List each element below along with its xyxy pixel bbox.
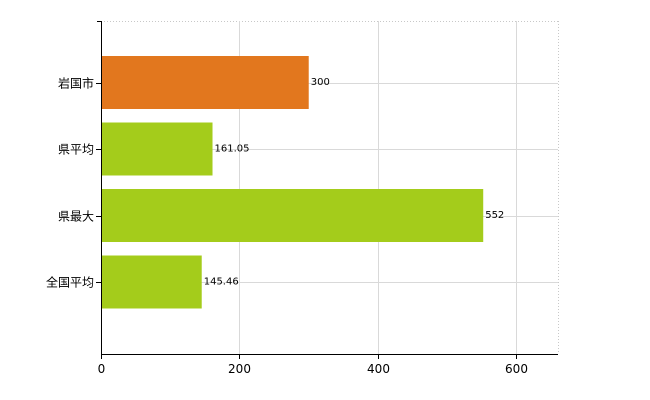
value-label-2: 552 xyxy=(485,210,504,221)
bar-3 xyxy=(102,255,202,309)
bars xyxy=(102,56,484,309)
value-label-0: 300 xyxy=(311,77,330,88)
bar-2 xyxy=(102,189,484,242)
value-label-3: 145.46 xyxy=(204,277,239,288)
bar-0 xyxy=(102,56,309,109)
x-tick-label-200: 200 xyxy=(228,362,251,376)
category-label-2: 県最大 xyxy=(58,210,94,224)
value-label-1: 161.05 xyxy=(215,144,250,155)
value-labels: 300 161.05 552 145.46 xyxy=(204,77,505,288)
category-label-0: 岩国市 xyxy=(58,76,94,91)
category-label-3: 全国平均 xyxy=(46,275,94,290)
x-tick-label-400: 400 xyxy=(367,362,390,376)
x-tick-label-0: 0 xyxy=(98,362,106,376)
category-label-1: 県平均 xyxy=(58,143,94,157)
x-tick-label-600: 600 xyxy=(505,362,528,376)
bar-1 xyxy=(102,122,213,176)
